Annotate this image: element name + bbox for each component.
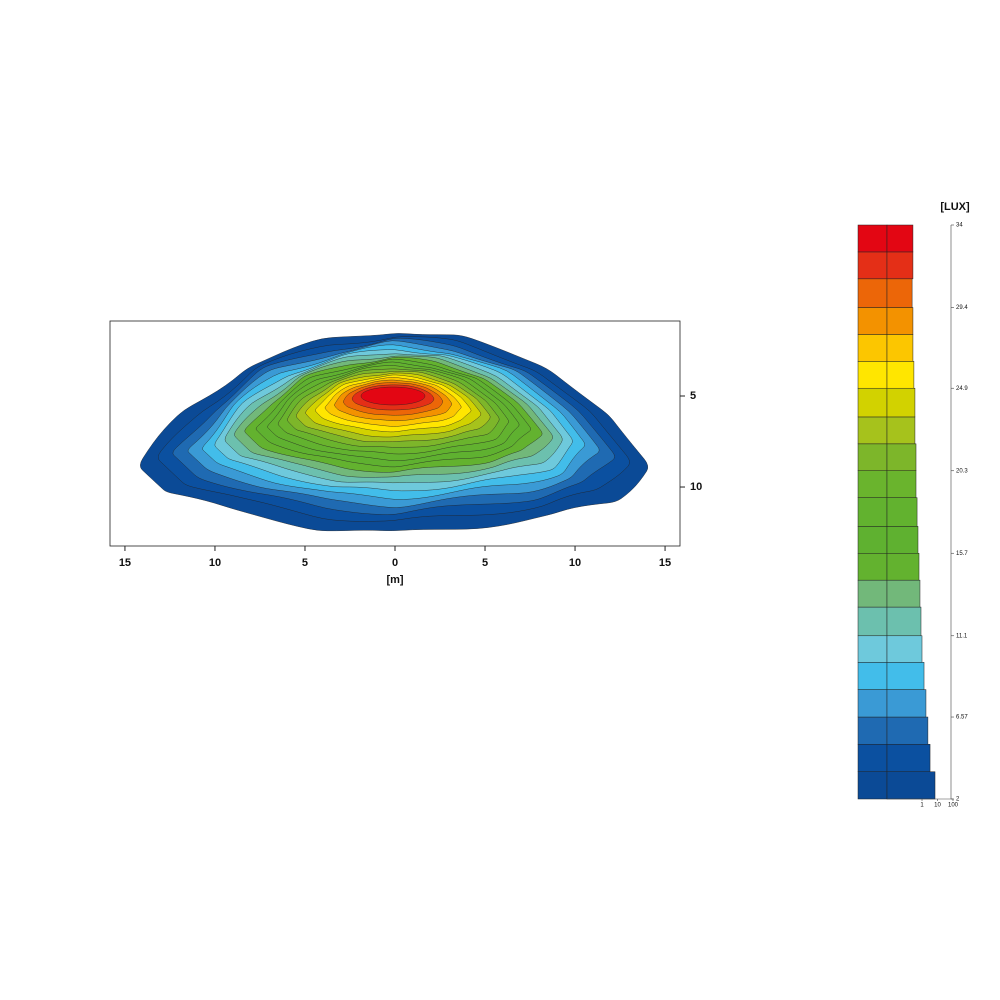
legend-bar [886, 224, 914, 253]
legend-swatch [857, 387, 888, 418]
legend-swatch [857, 334, 888, 362]
legend-bar [886, 716, 929, 745]
legend-bar [886, 744, 931, 772]
legend-swatch [857, 635, 888, 663]
legend-y-tick-label: 29.4 [956, 305, 968, 311]
x-tick-label: 15 [119, 557, 131, 569]
legend-y-tick-label: 34 [956, 223, 963, 229]
legend-bar [886, 361, 915, 389]
legend-bar [886, 387, 916, 418]
legend-x-tick-label: 100 [948, 803, 959, 809]
x-tick-label: 5 [302, 557, 308, 569]
legend-swatch [857, 771, 888, 800]
legend-swatch [857, 553, 888, 581]
legend-y-tick-label: 24.9 [956, 386, 968, 392]
legend-bar [886, 606, 922, 637]
legend-bar [886, 553, 920, 581]
legend-bar [886, 334, 914, 362]
legend-y-tick-label: 11.1 [956, 633, 968, 639]
legend-bar [886, 579, 921, 608]
legend-swatch [857, 416, 888, 445]
legend-bar [886, 771, 936, 800]
legend-bar [886, 470, 917, 498]
y-tick-label: 5 [690, 390, 696, 402]
x-tick-label: 0 [392, 557, 398, 569]
legend-swatch [857, 497, 888, 527]
x-tick-label: 5 [482, 557, 488, 569]
legend-x-tick-label: 1 [920, 803, 924, 809]
legend-y-tick-label: 2 [956, 797, 960, 803]
legend-swatch [857, 662, 888, 690]
legend-swatch [857, 307, 888, 335]
legend-swatch [857, 251, 888, 280]
legend-bar [886, 635, 923, 663]
legend-y-tick-label: 20.3 [956, 468, 968, 474]
legend-x-tick-label: 10 [934, 803, 941, 809]
legend-swatch [857, 443, 888, 471]
legend-swatch [857, 224, 888, 253]
legend-bar [886, 497, 918, 527]
legend-bar [886, 251, 914, 280]
y-tick-label: 10 [690, 481, 702, 493]
legend-swatch [857, 716, 888, 745]
legend-swatch [857, 470, 888, 498]
legend-bar [886, 416, 916, 445]
x-axis-label: [m] [386, 574, 403, 586]
legend-swatch [857, 579, 888, 608]
legend-swatch [857, 744, 888, 772]
legend-bar [886, 278, 913, 308]
legend-y-tick-label: 6.57 [956, 715, 968, 721]
legend-bar [886, 443, 917, 471]
contour-band [360, 386, 426, 406]
legend-swatch [857, 606, 888, 637]
x-tick-label: 10 [209, 557, 221, 569]
legend-swatch [857, 361, 888, 389]
legend-swatch [857, 278, 888, 308]
legend-bar [886, 662, 925, 690]
x-tick-label: 10 [569, 557, 581, 569]
legend-title: [LUX] [940, 201, 970, 213]
legend-swatch [857, 526, 888, 554]
x-tick-label: 15 [659, 557, 671, 569]
legend-swatch [857, 689, 888, 718]
legend-y-tick-label: 15.7 [956, 551, 968, 557]
legend-bar [886, 307, 914, 335]
legend-bar [886, 526, 919, 554]
legend-bar [886, 689, 927, 718]
